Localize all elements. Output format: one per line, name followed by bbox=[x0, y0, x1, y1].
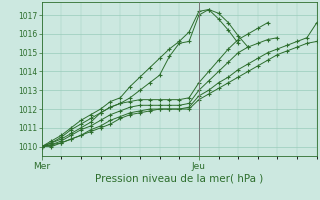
X-axis label: Pression niveau de la mer( hPa ): Pression niveau de la mer( hPa ) bbox=[95, 173, 263, 183]
